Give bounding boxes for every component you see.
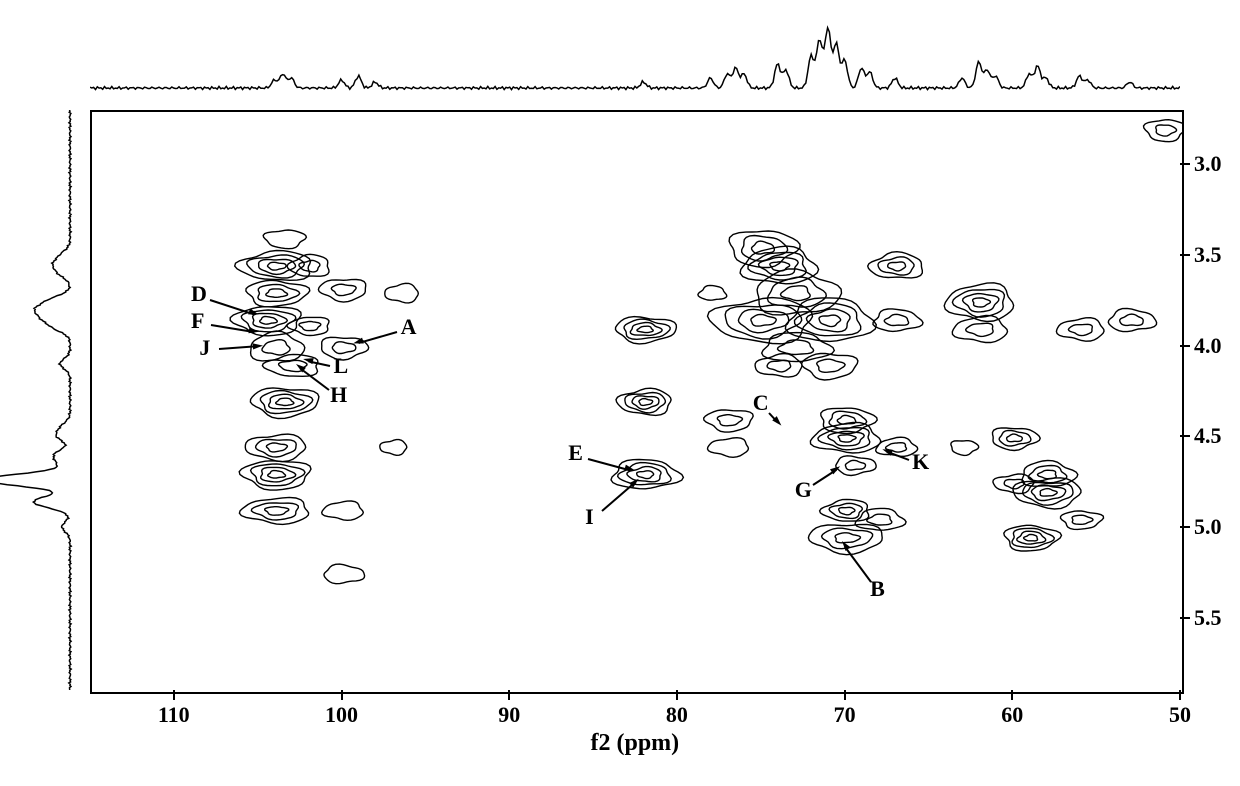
arrowhead-icon (829, 462, 843, 476)
peak-label-E: E (568, 440, 583, 466)
y-tick-mark (1180, 526, 1190, 528)
y-tick-mark (1180, 435, 1190, 437)
left-1d-spectrum (0, 110, 85, 690)
x-tick-label: 90 (498, 702, 520, 728)
arrowhead-icon (880, 444, 894, 458)
arrowhead-icon (247, 306, 261, 320)
y-tick-mark (1180, 345, 1190, 347)
peak-label-B: B (870, 576, 885, 602)
x-axis-label: f2 (ppm) (591, 730, 680, 757)
x-tick-mark (341, 690, 343, 700)
contour-svg (92, 112, 1182, 692)
x-tick-label: 60 (1001, 702, 1023, 728)
peak-label-J: J (199, 335, 210, 361)
peak-label-K: K (912, 449, 929, 475)
nmr-2d-figure: 110 100 90 80 70 60 50 3.0 3.5 4.0 4.5 5.0 5.5 DFJ A L… (0, 0, 1240, 786)
x-tick-mark (844, 690, 846, 700)
x-tick-label: 80 (666, 702, 688, 728)
arrowhead-icon (251, 339, 265, 353)
arrowhead-icon (771, 415, 785, 429)
peak-label-A: A (401, 314, 417, 340)
top-1d-spectrum (90, 10, 1180, 100)
x-tick-mark (676, 690, 678, 700)
arrowhead-icon (628, 475, 642, 489)
peak-label-G: G (795, 477, 812, 503)
x-tick-label: 50 (1169, 702, 1191, 728)
y-tick-label: 4.0 (1194, 333, 1222, 359)
peak-label-L: L (334, 353, 349, 379)
y-tick-mark (1180, 617, 1190, 619)
arrowhead-icon (247, 324, 261, 338)
x-tick-label: 70 (834, 702, 856, 728)
x-tick-mark (1011, 690, 1013, 700)
peak-label-H: H (330, 382, 347, 408)
arrowhead-icon (351, 335, 365, 349)
y-tick-label: 5.5 (1194, 605, 1222, 631)
y-tick-label: 4.5 (1194, 423, 1222, 449)
peak-label-F: F (191, 308, 204, 334)
arrowhead-icon (293, 360, 307, 374)
y-tick-label: 5.0 (1194, 514, 1222, 540)
x-tick-mark (1179, 690, 1181, 700)
peak-label-I: I (585, 504, 594, 530)
peak-label-D: D (191, 281, 207, 307)
peak-label-C: C (753, 390, 769, 416)
contour-plot-area (90, 110, 1184, 694)
x-tick-label: 100 (325, 702, 358, 728)
y-tick-label: 3.0 (1194, 151, 1222, 177)
arrowhead-icon (838, 538, 852, 552)
x-tick-mark (173, 690, 175, 700)
y-tick-mark (1180, 254, 1190, 256)
y-tick-label: 3.5 (1194, 242, 1222, 268)
x-tick-mark (508, 690, 510, 700)
x-tick-label: 110 (158, 702, 190, 728)
y-tick-mark (1180, 163, 1190, 165)
